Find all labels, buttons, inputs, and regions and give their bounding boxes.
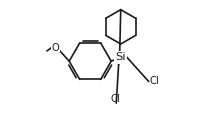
Text: Cl: Cl (150, 76, 160, 86)
Text: Si: Si (116, 52, 126, 62)
Text: Cl: Cl (110, 94, 120, 104)
Text: O: O (51, 43, 59, 53)
